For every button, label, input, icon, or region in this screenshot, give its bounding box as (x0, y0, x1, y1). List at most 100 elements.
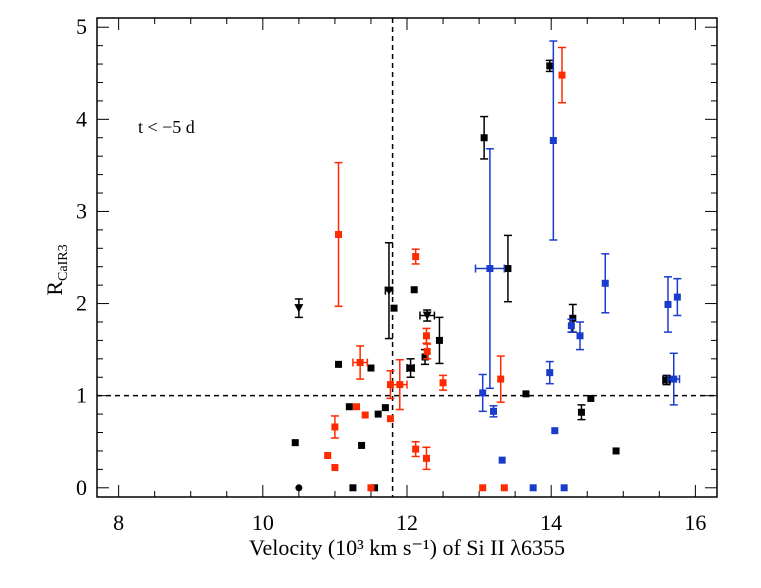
marker-square (549, 137, 557, 145)
data-point-black (480, 115, 489, 160)
marker-square (480, 134, 488, 142)
marker-square (670, 375, 678, 383)
data-point-black (587, 394, 595, 402)
data-point-black (381, 404, 389, 412)
x-axis-title: Velocity (10³ km s⁻¹) of Si II λ6355 (249, 535, 565, 560)
data-point-black (374, 410, 382, 418)
data-point-black (294, 298, 304, 319)
data-point-black (295, 484, 303, 492)
marker-square (423, 347, 431, 355)
marker-square (367, 364, 375, 372)
marker-square (435, 336, 443, 344)
marker-square (412, 253, 420, 261)
marker-square (560, 484, 568, 492)
data-point-red (423, 343, 432, 360)
data-point-red (422, 446, 431, 471)
marker-square (291, 439, 299, 447)
marker-square (486, 265, 494, 273)
marker-triangle (422, 311, 432, 321)
marker-square (673, 293, 681, 301)
marker-square (422, 454, 430, 462)
data-point-blue (673, 277, 682, 317)
data-point-red (496, 355, 505, 403)
marker-square (331, 423, 339, 431)
data-point-black (662, 374, 671, 386)
data-point-red (386, 370, 395, 400)
y-tick-label: 2 (76, 291, 87, 316)
data-point-blue (474, 148, 506, 390)
y-tick-label: 5 (76, 14, 87, 39)
data-point-blue (667, 352, 681, 406)
marker-square (422, 332, 430, 340)
data-point-red (331, 464, 339, 472)
marker-square (331, 464, 339, 472)
marker-square (407, 364, 415, 372)
data-point-blue (576, 321, 585, 351)
data-point-black (291, 439, 299, 447)
y-tick-label: 4 (76, 106, 87, 131)
marker-square (500, 484, 508, 492)
marker-square (381, 404, 389, 412)
marker-square (412, 445, 420, 453)
data-point-black (503, 234, 512, 303)
data-point-black (367, 364, 375, 372)
data-point-blue (663, 276, 672, 333)
marker-square (371, 484, 379, 492)
y-axis-title-main: R (42, 281, 67, 296)
data-point-red (422, 327, 431, 344)
marker-square (386, 381, 394, 389)
data-point-black (358, 441, 366, 449)
data-point-black (577, 404, 586, 421)
marker-square (335, 230, 343, 238)
data-point-black (390, 304, 398, 312)
marker-square (390, 304, 398, 312)
marker-square (612, 447, 620, 455)
data-point-blue (498, 456, 506, 464)
data-point-red (352, 345, 369, 380)
marker-square (358, 441, 366, 449)
data-point-black (349, 484, 357, 492)
data-point-black (612, 447, 620, 455)
marker-square (601, 279, 609, 287)
x-tick-label: 14 (540, 510, 562, 535)
data-point-black (410, 286, 418, 294)
data-point-black (545, 59, 554, 73)
marker-square (386, 415, 394, 423)
marker-square (664, 300, 672, 308)
data-point-red (411, 440, 420, 458)
marker-square (551, 427, 559, 435)
marker-square (558, 71, 566, 79)
marker-square (345, 403, 353, 411)
data-point-red (330, 415, 339, 439)
y-axis-title: RCaIR3 (42, 244, 71, 295)
y-axis-title-sub: CaIR3 (56, 244, 71, 281)
data-point-red (439, 374, 448, 391)
data-point-red (334, 161, 343, 308)
marker-circle (295, 484, 303, 492)
data-point-black (384, 242, 394, 340)
x-tick-label: 12 (396, 510, 418, 535)
marker-square (353, 403, 361, 411)
marker-square (479, 389, 487, 397)
data-point-red (361, 411, 369, 419)
data-point-black (345, 403, 353, 411)
data-point-black (419, 309, 436, 322)
data-point-blue (567, 318, 576, 333)
marker-square (396, 381, 404, 389)
marker-triangle (294, 304, 304, 313)
marker-square (361, 411, 369, 419)
marker-triangle (384, 286, 394, 296)
marker-square (356, 359, 364, 367)
data-point-red (386, 415, 394, 423)
annotation-label: t < −5 d (138, 117, 195, 137)
marker-square (498, 456, 506, 464)
marker-square (421, 353, 429, 361)
marker-square (497, 375, 505, 383)
marker-square (567, 322, 575, 330)
data-point-blue (560, 484, 568, 492)
data-point-black (335, 360, 343, 368)
y-tick-label: 0 (76, 475, 87, 500)
reference-lines (97, 18, 717, 497)
